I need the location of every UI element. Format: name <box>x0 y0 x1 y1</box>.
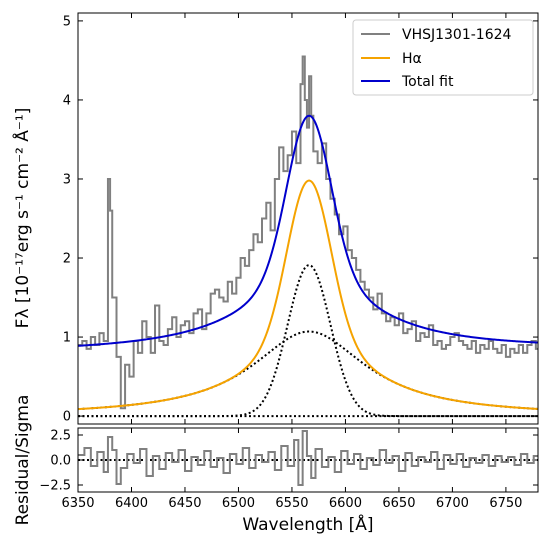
legend: VHSJ1301-1624 Hα Total fit <box>352 19 534 96</box>
main-y-tick-label: 3 <box>63 172 71 187</box>
main-y-axis-title: Fλ [10⁻¹⁷erg s⁻¹ cm⁻² Å⁻¹] <box>11 108 33 329</box>
main-series <box>78 55 538 418</box>
x-tick-label: 6600 <box>329 496 362 511</box>
residual-plot-frame <box>77 427 539 493</box>
main-y-tick-label: 4 <box>63 93 71 108</box>
residual-y-ticks: −2.5 0.0 2.5 <box>39 429 538 494</box>
x-tick-label: 6400 <box>115 496 148 511</box>
x-axis-title: Wavelength [Å] <box>242 513 373 535</box>
narrow-component-line <box>78 264 538 418</box>
total-fit-line <box>78 114 538 347</box>
x-tick-label: 6650 <box>382 496 415 511</box>
x-tick-label: 6500 <box>222 496 255 511</box>
residual-y-axis-title: Residual/Sigma <box>13 395 33 526</box>
main-x-ticks <box>77 13 507 424</box>
main-y-tick-label: 1 <box>63 331 71 346</box>
legend-label-halpha: Hα <box>402 51 422 67</box>
residual-x-ticks: 6350 6400 6450 6500 6550 6600 6650 6700 6750 <box>61 428 522 511</box>
main-y-tick-label: 5 <box>63 14 71 29</box>
halpha-fit-line <box>78 179 538 411</box>
legend-box <box>352 19 534 96</box>
x-tick-label: 6550 <box>275 496 308 511</box>
residual-y-tick-label: 0.0 <box>50 454 71 469</box>
legend-label-total-fit: Total fit <box>401 74 454 90</box>
x-tick-label: 6450 <box>168 496 201 511</box>
observed-spectrum-line <box>78 55 538 410</box>
main-plot-frame <box>77 12 539 425</box>
residual-y-tick-label: −2.5 <box>39 479 71 494</box>
x-tick-label: 6350 <box>61 496 94 511</box>
main-y-tick-label: 2 <box>63 252 71 267</box>
residual-y-tick-label: 2.5 <box>50 429 71 444</box>
x-tick-label: 6700 <box>436 496 469 511</box>
residual-line <box>78 430 538 486</box>
main-panel: 0 1 2 3 4 5 VHSJ1301-1624 Hα Total fit Fλ [10… <box>11 12 539 425</box>
legend-label-spectrum: VHSJ1301-1624 <box>402 27 512 43</box>
residual-series <box>78 430 538 486</box>
x-tick-label: 6750 <box>489 496 522 511</box>
main-y-tick-label: 0 <box>63 410 71 425</box>
residual-panel: 6350 6400 6450 6500 6550 6600 6650 6700 6750 −2.… <box>13 395 539 535</box>
